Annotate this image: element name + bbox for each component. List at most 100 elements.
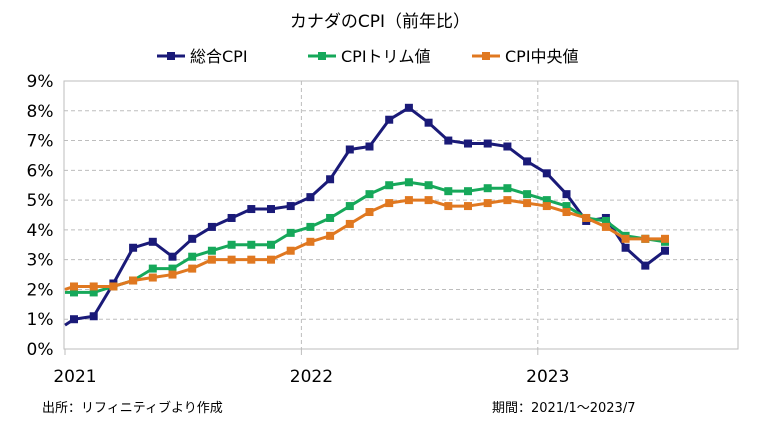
x-tick-label: 2022 — [290, 367, 333, 387]
data-point — [148, 273, 157, 282]
series-1 — [64, 103, 669, 327]
data-point — [641, 234, 650, 243]
y-tick-label: 5% — [27, 191, 54, 211]
data-point — [601, 222, 610, 231]
data-point — [306, 237, 315, 246]
x-axis: 2021 2022 2023 — [53, 349, 569, 387]
data-point — [227, 255, 236, 264]
legend-label: 総合CPI — [190, 47, 248, 66]
y-tick-label: 2% — [27, 280, 54, 300]
data-point — [286, 246, 295, 255]
data-point — [129, 276, 138, 285]
data-point — [562, 208, 571, 217]
data-point — [523, 199, 532, 208]
data-point — [641, 261, 650, 270]
data-point — [404, 196, 413, 205]
data-point — [345, 145, 354, 154]
data-point — [542, 169, 551, 178]
legend-marker — [167, 52, 175, 60]
data-point — [70, 282, 78, 291]
data-point — [247, 255, 256, 264]
data-point — [661, 234, 669, 243]
legend: 総合CPI CPIトリム値 CPI中央値 — [157, 47, 579, 66]
data-point — [365, 190, 374, 199]
data-point — [562, 190, 571, 199]
y-tick-label: 6% — [27, 161, 54, 181]
y-tick-label: 9% — [27, 72, 54, 92]
data-point — [207, 222, 216, 231]
y-tick-label: 8% — [27, 102, 54, 122]
data-point — [444, 136, 453, 145]
data-point — [267, 240, 275, 249]
data-point — [404, 178, 413, 187]
data-point — [562, 202, 571, 211]
data-point — [621, 243, 630, 252]
data-point — [661, 246, 669, 255]
data-point — [424, 196, 433, 205]
data-point — [70, 288, 78, 297]
chart-title: カナダのCPI（前年比） — [290, 12, 470, 32]
data-point — [188, 264, 197, 273]
y-tick-label: 1% — [27, 310, 54, 330]
data-point — [168, 252, 177, 261]
source-note: 出所：リフィニティブより作成 — [42, 401, 223, 416]
data-point — [326, 213, 335, 222]
data-point — [483, 184, 492, 193]
x-tick-label: 2021 — [53, 367, 96, 387]
data-point — [464, 187, 472, 196]
legend-label: CPI中央値 — [505, 47, 579, 66]
data-point — [326, 231, 335, 240]
data-point — [70, 315, 78, 324]
y-tick-label: 4% — [27, 221, 54, 241]
period-note: 期間：2021/1～2023/7 — [492, 401, 636, 416]
data-point — [483, 199, 492, 208]
data-point — [365, 142, 374, 151]
data-point — [109, 282, 118, 291]
legend-item: 総合CPI — [157, 47, 248, 66]
data-point — [168, 264, 177, 273]
legend-label: CPIトリム値 — [341, 47, 431, 66]
data-point — [444, 202, 453, 211]
data-point — [483, 139, 492, 148]
data-point — [227, 240, 236, 249]
data-point — [89, 288, 98, 297]
data-point — [207, 255, 216, 264]
data-point — [621, 234, 630, 243]
data-point — [464, 202, 472, 211]
legend-item: CPI中央値 — [472, 47, 579, 66]
data-point — [464, 139, 472, 148]
data-point — [306, 222, 315, 231]
data-point — [424, 118, 433, 127]
data-point — [424, 181, 433, 190]
data-point — [385, 199, 394, 208]
data-point — [444, 187, 453, 196]
data-point — [523, 190, 532, 199]
data-point — [306, 193, 315, 202]
data-point — [582, 213, 591, 222]
data-point — [385, 115, 394, 124]
data-point — [207, 246, 216, 255]
x-tick-label: 2023 — [526, 367, 569, 387]
data-point — [188, 234, 197, 243]
data-point — [267, 205, 275, 214]
data-point — [503, 184, 512, 193]
data-point — [286, 202, 295, 211]
data-point — [404, 103, 413, 112]
legend-marker — [318, 52, 326, 60]
y-tick-label: 3% — [27, 251, 54, 271]
data-point — [503, 142, 512, 151]
series-layer — [64, 103, 669, 327]
data-point — [227, 213, 236, 222]
data-point — [148, 264, 157, 273]
data-point — [168, 270, 177, 279]
data-point — [503, 196, 512, 205]
y-axis: 0% 1% 2% 3% 4% 5% 6% 7% 8% 9% — [27, 72, 54, 360]
series-3 — [64, 196, 669, 291]
data-point — [523, 157, 532, 166]
data-point — [247, 240, 256, 249]
data-point — [601, 216, 610, 225]
legend-marker — [482, 52, 490, 60]
plot-area — [63, 80, 739, 350]
data-point — [148, 237, 157, 246]
